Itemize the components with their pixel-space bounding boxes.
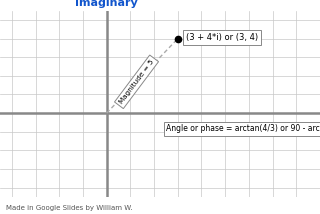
Title: Imaginary: Imaginary	[0, 213, 1, 214]
Text: Imaginary: Imaginary	[75, 0, 138, 8]
Text: Made in Google Slides by William W.: Made in Google Slides by William W.	[6, 205, 133, 211]
Text: Magnitude = 5: Magnitude = 5	[118, 59, 155, 105]
Text: (3 + 4*i) or (3, 4): (3 + 4*i) or (3, 4)	[186, 33, 258, 42]
Text: Angle or phase = arctan(4/3) or 90 - arctan(: Angle or phase = arctan(4/3) or 90 - arc…	[166, 124, 320, 133]
